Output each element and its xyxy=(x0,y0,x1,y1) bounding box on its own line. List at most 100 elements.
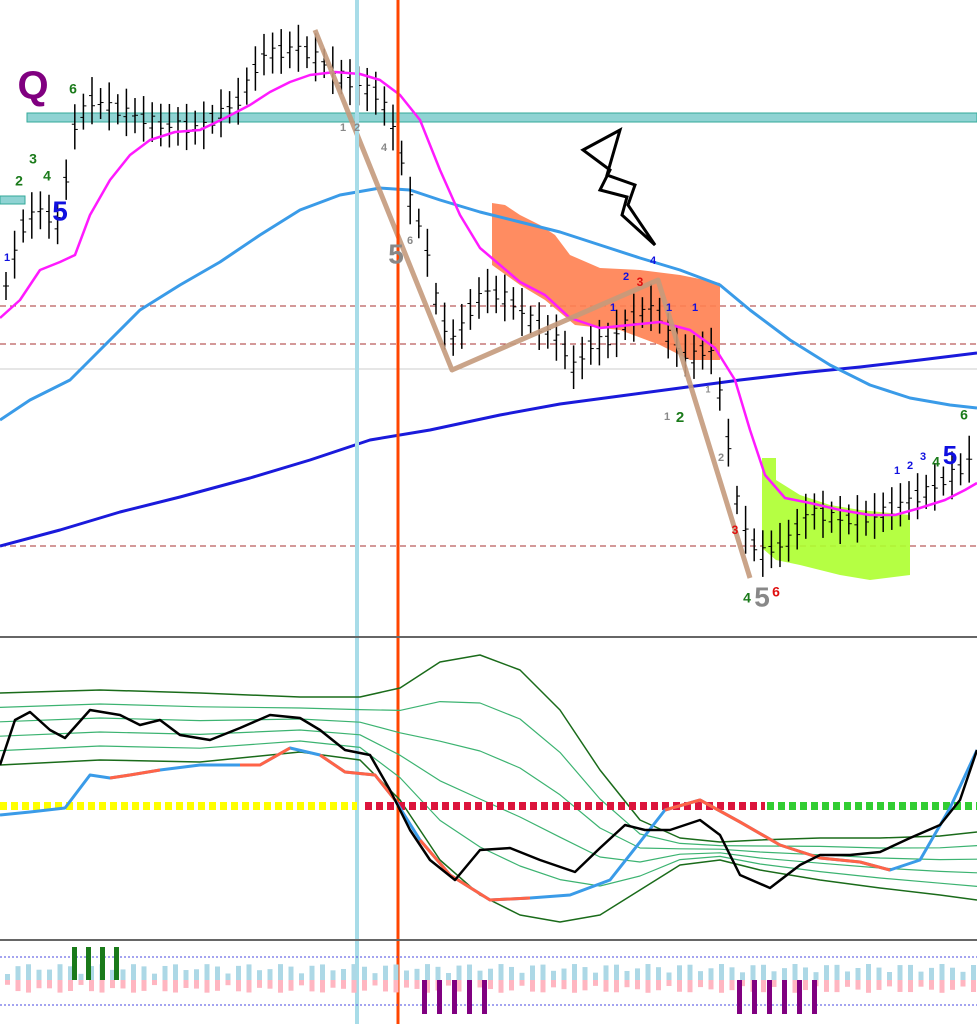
histogram-bar xyxy=(68,966,73,980)
histogram-bar xyxy=(236,980,241,992)
histogram-bar xyxy=(551,980,556,988)
histogram-bar xyxy=(950,980,955,990)
histogram-bar xyxy=(782,968,787,980)
histogram-bar xyxy=(834,964,840,980)
wave-line xyxy=(312,29,753,579)
count-label: 3 xyxy=(920,451,926,463)
histogram-bar xyxy=(246,980,252,993)
histogram-bar xyxy=(26,980,31,993)
histogram-bar xyxy=(698,971,703,980)
signal-line-down xyxy=(319,753,397,801)
histogram-bar xyxy=(215,966,220,980)
histogram-bar xyxy=(509,980,514,991)
histogram-bar xyxy=(897,980,903,992)
count-label: 1 xyxy=(340,122,346,134)
count-label: 6 xyxy=(960,407,968,423)
histogram-bar xyxy=(236,965,241,980)
histogram-bar-strong xyxy=(114,947,119,980)
histogram-bar xyxy=(561,968,567,980)
histogram-bar xyxy=(341,968,346,980)
histogram-bar xyxy=(771,971,777,980)
histogram-bar xyxy=(771,980,777,987)
histogram-bar xyxy=(939,980,945,993)
histogram-bar xyxy=(110,980,115,989)
histogram-bar xyxy=(246,964,252,980)
histogram-bar xyxy=(141,966,147,980)
histogram-bar xyxy=(225,980,231,986)
histogram-bar xyxy=(89,980,94,992)
histogram-bar xyxy=(845,980,850,987)
histogram-bar xyxy=(299,980,304,986)
histogram-bar xyxy=(792,964,798,980)
histogram-bar xyxy=(635,980,640,990)
histogram-bar xyxy=(603,965,609,980)
histogram-bar xyxy=(68,980,73,991)
histogram-bar xyxy=(414,968,420,980)
histogram-bar xyxy=(761,980,766,993)
histogram-bar xyxy=(446,972,451,980)
oscillator-band xyxy=(0,729,977,874)
histogram-bar-strong xyxy=(86,947,91,980)
histogram-bar xyxy=(845,971,850,980)
histogram-bar xyxy=(15,966,21,980)
histogram-bar xyxy=(435,966,441,980)
histogram-bar xyxy=(162,980,168,992)
count-label: 6 xyxy=(69,81,77,97)
histogram-bar xyxy=(393,964,399,980)
count-label: 2 xyxy=(623,271,629,283)
histogram-bar xyxy=(740,980,745,987)
histogram-bar xyxy=(593,980,598,986)
histogram-bar xyxy=(687,980,693,993)
histogram-bar xyxy=(36,969,42,980)
histogram-bar xyxy=(225,973,231,980)
histogram-bar xyxy=(267,969,273,980)
histogram-bar xyxy=(99,980,105,993)
histogram-bar xyxy=(551,970,556,980)
histogram-bar xyxy=(498,980,504,993)
histogram-bar xyxy=(582,967,588,980)
histogram-bar xyxy=(383,980,388,992)
histogram-bar xyxy=(288,980,294,991)
histogram-bar xyxy=(26,964,31,980)
histogram-bar-strong xyxy=(100,947,105,980)
histogram-bar xyxy=(330,970,336,980)
histogram-bar xyxy=(666,980,672,987)
histogram-bar xyxy=(173,980,178,993)
histogram-bar xyxy=(372,980,378,986)
histogram-bar xyxy=(47,969,52,980)
histogram-bar xyxy=(404,980,409,988)
histogram-bar xyxy=(624,980,630,988)
count-label: 5 xyxy=(388,238,404,269)
histogram-bar xyxy=(729,980,735,991)
histogram-bar xyxy=(173,964,178,980)
histogram-bar xyxy=(383,965,388,980)
histogram-bar xyxy=(257,980,262,988)
histogram-bar xyxy=(866,964,871,980)
histogram-bar xyxy=(141,980,147,991)
histogram-bar-strong xyxy=(767,980,772,1014)
oscillator-band xyxy=(0,740,977,887)
histogram-bar xyxy=(677,980,682,992)
histogram-bar xyxy=(362,966,367,980)
ma-mid xyxy=(0,186,977,422)
histogram-bar xyxy=(530,965,535,980)
oscillator-band xyxy=(0,751,977,923)
supply-zone xyxy=(492,203,720,360)
histogram-bar xyxy=(194,980,199,989)
histogram-bar xyxy=(614,980,619,993)
histogram-bar xyxy=(477,980,483,988)
count-label: 3 xyxy=(637,275,644,289)
histogram-bar xyxy=(498,964,504,980)
histogram-bar xyxy=(645,980,651,993)
count-label: 1 xyxy=(664,411,670,423)
histogram-bar xyxy=(351,964,357,980)
histogram-bar xyxy=(645,964,651,980)
histogram-bar xyxy=(362,980,367,991)
histogram-bar xyxy=(635,968,640,980)
histogram-bar xyxy=(540,964,546,980)
histogram-bar-strong xyxy=(782,980,787,1014)
histogram-bar xyxy=(509,966,514,980)
histogram-bar xyxy=(404,970,409,980)
histogram-bar xyxy=(131,964,136,980)
histogram-bar xyxy=(719,964,724,980)
